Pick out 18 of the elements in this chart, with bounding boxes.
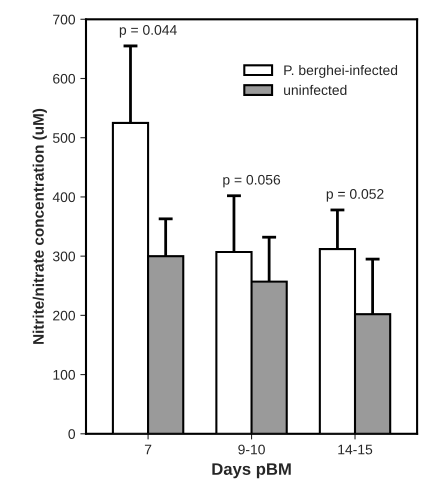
y-tick-label: 200 (53, 310, 76, 321)
y-tick-label: 400 (52, 192, 76, 202)
y-tick-label: 0 (68, 429, 76, 439)
legend-label: uninfected (284, 84, 346, 96)
x-tick-label: 9-10 (238, 444, 265, 454)
x-tick-label: 7 (144, 444, 152, 454)
y-tick-label: 700 (53, 14, 76, 24)
x-axis-title: Days pBM (212, 463, 291, 478)
y-axis-title: Nitrite/nitrate concentration (uM) (32, 108, 47, 344)
annotation: p = 0.052 (326, 189, 384, 202)
legend-label: P. berghei-infected (284, 64, 398, 78)
x-tick-label: 14-15 (338, 444, 372, 454)
y-tick-label: 100 (53, 370, 76, 380)
annotation: p = 0.056 (223, 174, 280, 188)
y-tick-label: 600 (53, 74, 76, 84)
annotation: p = 0.044 (120, 25, 177, 38)
y-tick-label: 300 (52, 251, 76, 262)
y-tick-label: 500 (52, 133, 76, 143)
